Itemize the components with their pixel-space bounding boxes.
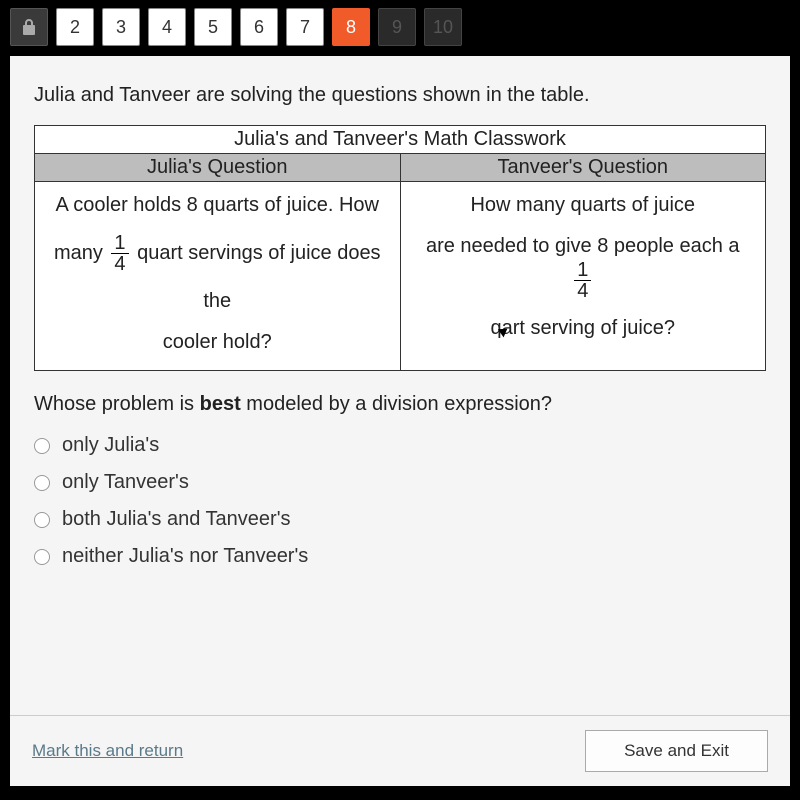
frac-den: 4 xyxy=(574,281,591,301)
question-intro: Julia and Tanveer are solving the questi… xyxy=(34,84,766,107)
frac-den: 4 xyxy=(111,254,128,274)
tanveer-line2a: are needed to give 8 people each a xyxy=(426,235,740,257)
question-body: Julia and Tanveer are solving the questi… xyxy=(10,56,790,715)
col1-header: Julia's Question xyxy=(35,154,401,182)
option-b-label: only Tanveer's xyxy=(62,471,189,494)
option-a-label: only Julia's xyxy=(62,434,159,457)
nav-item-9-disabled: 9 xyxy=(378,8,416,46)
julia-line1: A cooler holds 8 quarts of juice. How xyxy=(55,192,379,219)
col2-header: Tanveer's Question xyxy=(400,154,766,182)
mark-return-link[interactable]: Mark this and return xyxy=(32,741,183,761)
nav-item-8-active[interactable]: 8 xyxy=(332,8,370,46)
tanveer-line3: qart serving of juice? xyxy=(490,315,675,342)
tanveer-line3b: art serving of juice? xyxy=(502,317,675,339)
radio-icon xyxy=(34,512,50,528)
frac-num: 1 xyxy=(111,233,128,254)
nav-item-5[interactable]: 5 xyxy=(194,8,232,46)
option-a[interactable]: only Julia's xyxy=(34,434,766,457)
frac-num: 1 xyxy=(574,260,591,281)
footer-bar: Mark this and return Save and Exit xyxy=(10,715,790,786)
radio-icon xyxy=(34,549,50,565)
julia-cell: A cooler holds 8 quarts of juice. How ma… xyxy=(35,182,401,371)
option-c-label: both Julia's and Tanveer's xyxy=(62,508,291,531)
julia-line2b: quart servings of juice does xyxy=(137,242,380,264)
radio-icon xyxy=(34,438,50,454)
nav-item-4[interactable]: 4 xyxy=(148,8,186,46)
julia-line4: cooler hold? xyxy=(163,329,272,356)
fraction-1-4: 1 4 xyxy=(574,260,591,301)
option-d-label: neither Julia's nor Tanveer's xyxy=(62,545,308,568)
nav-item-3[interactable]: 3 xyxy=(102,8,140,46)
tanveer-line1: How many quarts of juice xyxy=(470,192,695,219)
nav-item-6[interactable]: 6 xyxy=(240,8,278,46)
classwork-table: Julia's and Tanveer's Math Classwork Jul… xyxy=(34,125,766,371)
prompt-a: Whose problem is xyxy=(34,393,200,415)
nav-lock-icon[interactable] xyxy=(10,8,48,46)
julia-line2: many 1 4 quart servings of juice does xyxy=(54,233,381,274)
tanveer-line2: are needed to give 8 people each a 1 4 xyxy=(415,233,752,301)
question-nav-bar: 2 3 4 5 6 7 8 9 10 xyxy=(0,0,800,56)
prompt-bold: best xyxy=(200,393,241,415)
nav-item-10-disabled: 10 xyxy=(424,8,462,46)
answer-options: only Julia's only Tanveer's both Julia's… xyxy=(34,434,766,568)
option-b[interactable]: only Tanveer's xyxy=(34,471,766,494)
julia-line3: the xyxy=(203,288,231,315)
question-prompt: Whose problem is best modeled by a divis… xyxy=(34,393,766,416)
nav-item-7[interactable]: 7 xyxy=(286,8,324,46)
option-c[interactable]: both Julia's and Tanveer's xyxy=(34,508,766,531)
save-exit-button[interactable]: Save and Exit xyxy=(585,730,768,772)
question-panel: Julia and Tanveer are solving the questi… xyxy=(10,56,790,786)
nav-item-2[interactable]: 2 xyxy=(56,8,94,46)
lock-icon xyxy=(21,18,37,36)
table-title: Julia's and Tanveer's Math Classwork xyxy=(35,126,766,154)
prompt-b: modeled by a division expression? xyxy=(241,393,552,415)
radio-icon xyxy=(34,475,50,491)
fraction-1-4: 1 4 xyxy=(111,233,128,274)
julia-line2a: many xyxy=(54,242,103,264)
option-d[interactable]: neither Julia's nor Tanveer's xyxy=(34,545,766,568)
tanveer-cell: How many quarts of juice are needed to g… xyxy=(400,182,766,371)
